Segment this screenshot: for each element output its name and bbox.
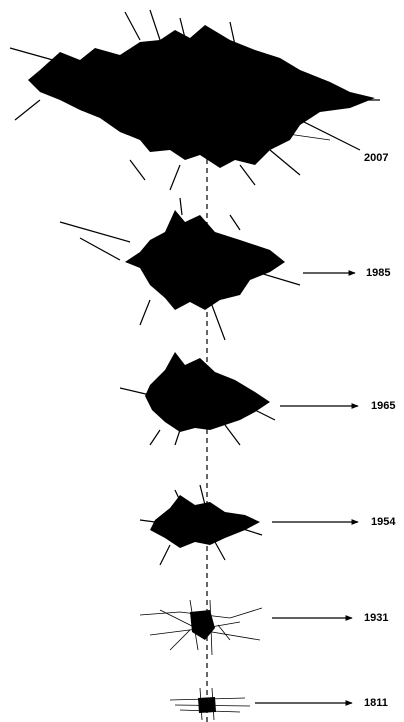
year-label: 1931 (364, 612, 388, 624)
year-label: 1811 (364, 697, 388, 709)
urban-growth-diagram: 2007 1985 1965 1954 1931 1811 (0, 0, 404, 722)
year-label: 1954 (371, 516, 396, 528)
footprint-2007 (10, 10, 380, 190)
year-label: 2007 (364, 152, 388, 164)
footprint-1811 (170, 688, 250, 720)
footprint-1965 (120, 352, 275, 445)
footprint-1954 (140, 485, 262, 565)
year-label: 1965 (371, 400, 395, 412)
year-label: 1985 (366, 267, 390, 279)
footprint-1985 (60, 198, 300, 340)
footprint-1931 (140, 600, 262, 655)
